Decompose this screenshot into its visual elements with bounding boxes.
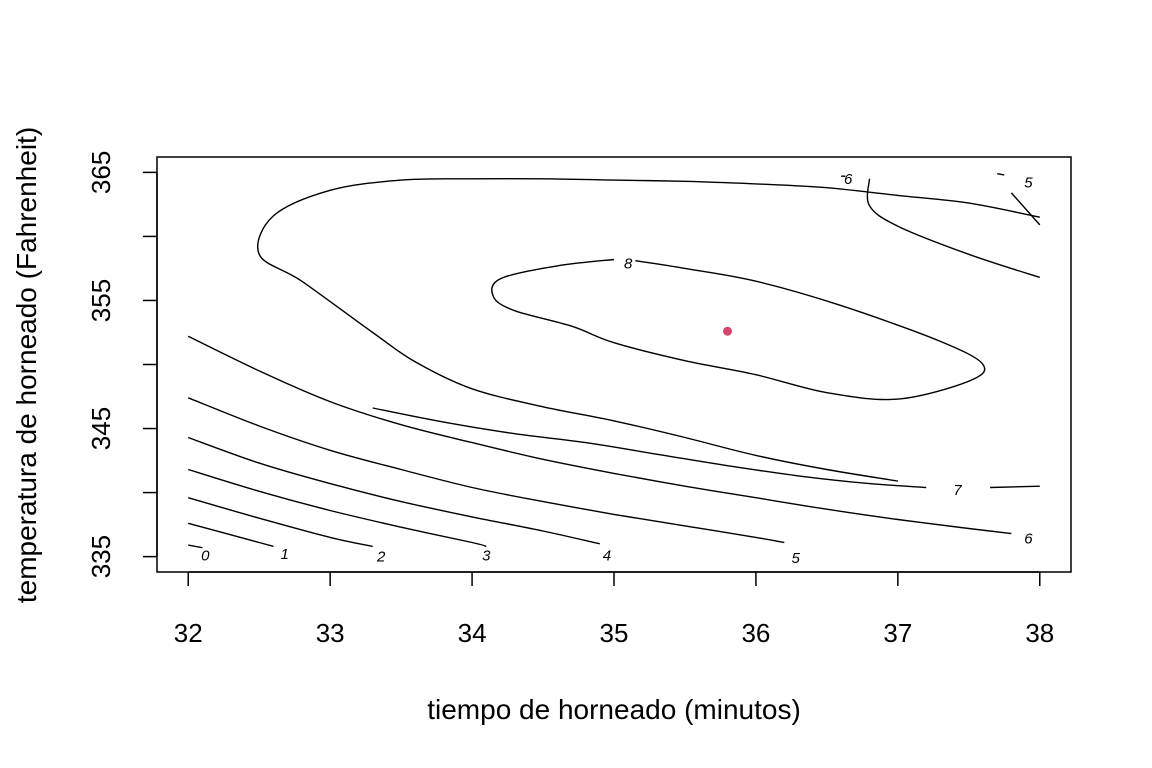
contour-label-5: 5 — [1024, 175, 1033, 192]
contour-line-3 — [187, 468, 487, 548]
contour-line-6 — [866, 178, 1041, 279]
contour-line-6 — [187, 335, 1012, 535]
contour-line-5 — [1010, 192, 1041, 226]
contour-label-3: 3 — [482, 547, 491, 564]
contour-label-1: 1 — [281, 546, 289, 563]
optimum-point-group — [723, 326, 732, 336]
y-axis: 335 345 355 365 — [86, 151, 158, 578]
contour-label-6: 6 — [844, 171, 853, 188]
y-tick-label: 365 — [86, 151, 116, 194]
contour-line-5s — [997, 173, 1005, 176]
x-tick-label: 36 — [741, 618, 770, 648]
contour-label-8: 8 — [624, 255, 633, 272]
y-tick-label: 345 — [86, 407, 116, 450]
x-axis-title: tiempo de horneado (minutos) — [427, 694, 801, 725]
contour-line-7b — [990, 485, 1040, 489]
x-tick-label: 35 — [600, 618, 629, 648]
optimum-point — [723, 326, 732, 336]
x-tick-label: 38 — [1025, 618, 1054, 648]
contour-line-0 — [188, 544, 203, 549]
contour-label-7: 7 — [953, 482, 962, 499]
y-axis-title: temperatura de horneado (Fahrenheit) — [11, 127, 42, 603]
y-tick-label: 355 — [86, 279, 116, 322]
contour-lines — [187, 173, 1041, 549]
contour-line-1 — [188, 522, 274, 548]
contour-label-0: 0 — [201, 547, 210, 564]
contour-label-5: 5 — [792, 550, 801, 567]
contour-line-5 — [187, 397, 785, 544]
x-tick-label: 34 — [458, 618, 487, 648]
y-tick-label: 335 — [86, 535, 116, 578]
contour-label-6: 6 — [1024, 531, 1033, 548]
contour-line-2 — [188, 497, 373, 548]
contour-labels: 0 1 2 3 4 5 6 7 8 6 5 — [201, 171, 1033, 567]
contour-line-7 — [372, 407, 927, 489]
contour-line-8 — [491, 258, 986, 401]
x-tick-label: 37 — [883, 618, 912, 648]
contour-label-2: 2 — [376, 549, 386, 566]
contour-label-4: 4 — [603, 547, 611, 564]
x-tick-label: 33 — [316, 618, 345, 648]
contour-line-7 — [257, 177, 1040, 482]
contour-line-4 — [187, 436, 600, 545]
x-tick-label: 32 — [174, 618, 203, 648]
x-axis: 32 33 34 35 36 37 38 — [174, 571, 1054, 648]
plot-frame — [156, 156, 1072, 573]
